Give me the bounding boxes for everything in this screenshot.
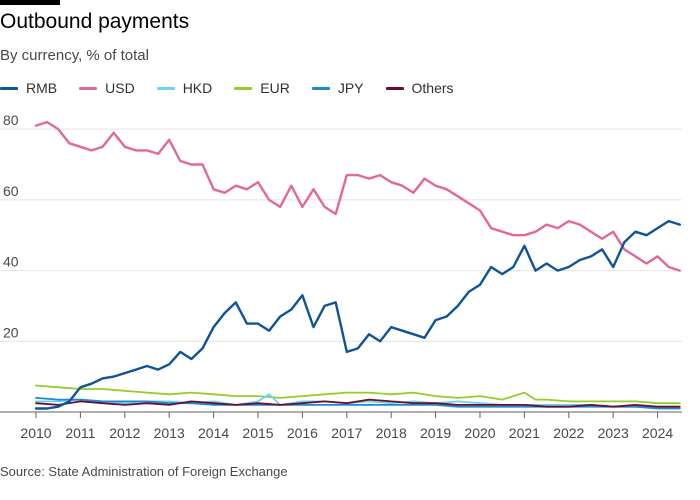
- legend-label-eur: EUR: [260, 80, 290, 96]
- x-tick-label-2017: 2017: [331, 425, 362, 441]
- series-line-eur: [35, 384, 681, 405]
- series-line-others: [35, 398, 681, 408]
- legend-swatch-others: [385, 86, 404, 90]
- legend-swatch-usd: [79, 86, 98, 90]
- x-tick-label-2019: 2019: [420, 425, 451, 441]
- x-tick-label-2023: 2023: [598, 425, 629, 441]
- x-tick-label-2013: 2013: [154, 425, 185, 441]
- legend-label-hkd: HKD: [182, 80, 213, 96]
- legend-swatch-jpy: [311, 86, 330, 90]
- series-line-rmb: [34, 219, 681, 410]
- legend-label-usd: USD: [105, 80, 135, 96]
- legend-item-hkd: HKD: [156, 80, 213, 96]
- header-accent-bar: [0, 0, 60, 5]
- legend-item-eur: EUR: [234, 80, 290, 96]
- series-line-usd: [34, 120, 681, 272]
- x-tick-label-2022: 2022: [553, 425, 584, 441]
- x-tick-label-2012: 2012: [109, 425, 140, 441]
- x-tick-label-2014: 2014: [198, 425, 229, 441]
- legend-swatch-hkd: [156, 86, 175, 90]
- y-tick-label-20: 20: [3, 324, 19, 340]
- legend: RMB USD HKD EUR JPY Others: [0, 80, 476, 96]
- y-tick-label-40: 40: [3, 254, 19, 270]
- y-tick-label-80: 80: [3, 112, 19, 128]
- x-tick-label-2010: 2010: [20, 425, 51, 441]
- legend-item-others: Others: [385, 80, 454, 96]
- chart-title: Outbound payments: [0, 10, 190, 33]
- source-note: Source: State Administration of Foreign …: [0, 464, 288, 479]
- y-tick-label-60: 60: [3, 183, 19, 199]
- legend-label-rmb: RMB: [26, 80, 58, 96]
- legend-item-usd: USD: [79, 80, 135, 96]
- legend-label-others: Others: [411, 80, 454, 96]
- x-tick-label-2015: 2015: [242, 425, 273, 441]
- legend-label-jpy: JPY: [337, 80, 364, 96]
- x-tick-label-2018: 2018: [376, 425, 407, 441]
- x-tick-label-2021: 2021: [509, 425, 540, 441]
- legend-item-jpy: JPY: [311, 80, 364, 96]
- x-tick-label-2020: 2020: [464, 425, 495, 441]
- x-tick-label-2011: 2011: [65, 425, 95, 441]
- x-tick-label-2016: 2016: [287, 425, 318, 441]
- legend-item-rmb: RMB: [0, 80, 57, 96]
- legend-swatch-eur: [234, 86, 253, 90]
- x-tick-label-2024: 2024: [642, 425, 673, 441]
- chart-subtitle: By currency, % of total: [0, 47, 149, 64]
- legend-swatch-rmb: [0, 86, 18, 90]
